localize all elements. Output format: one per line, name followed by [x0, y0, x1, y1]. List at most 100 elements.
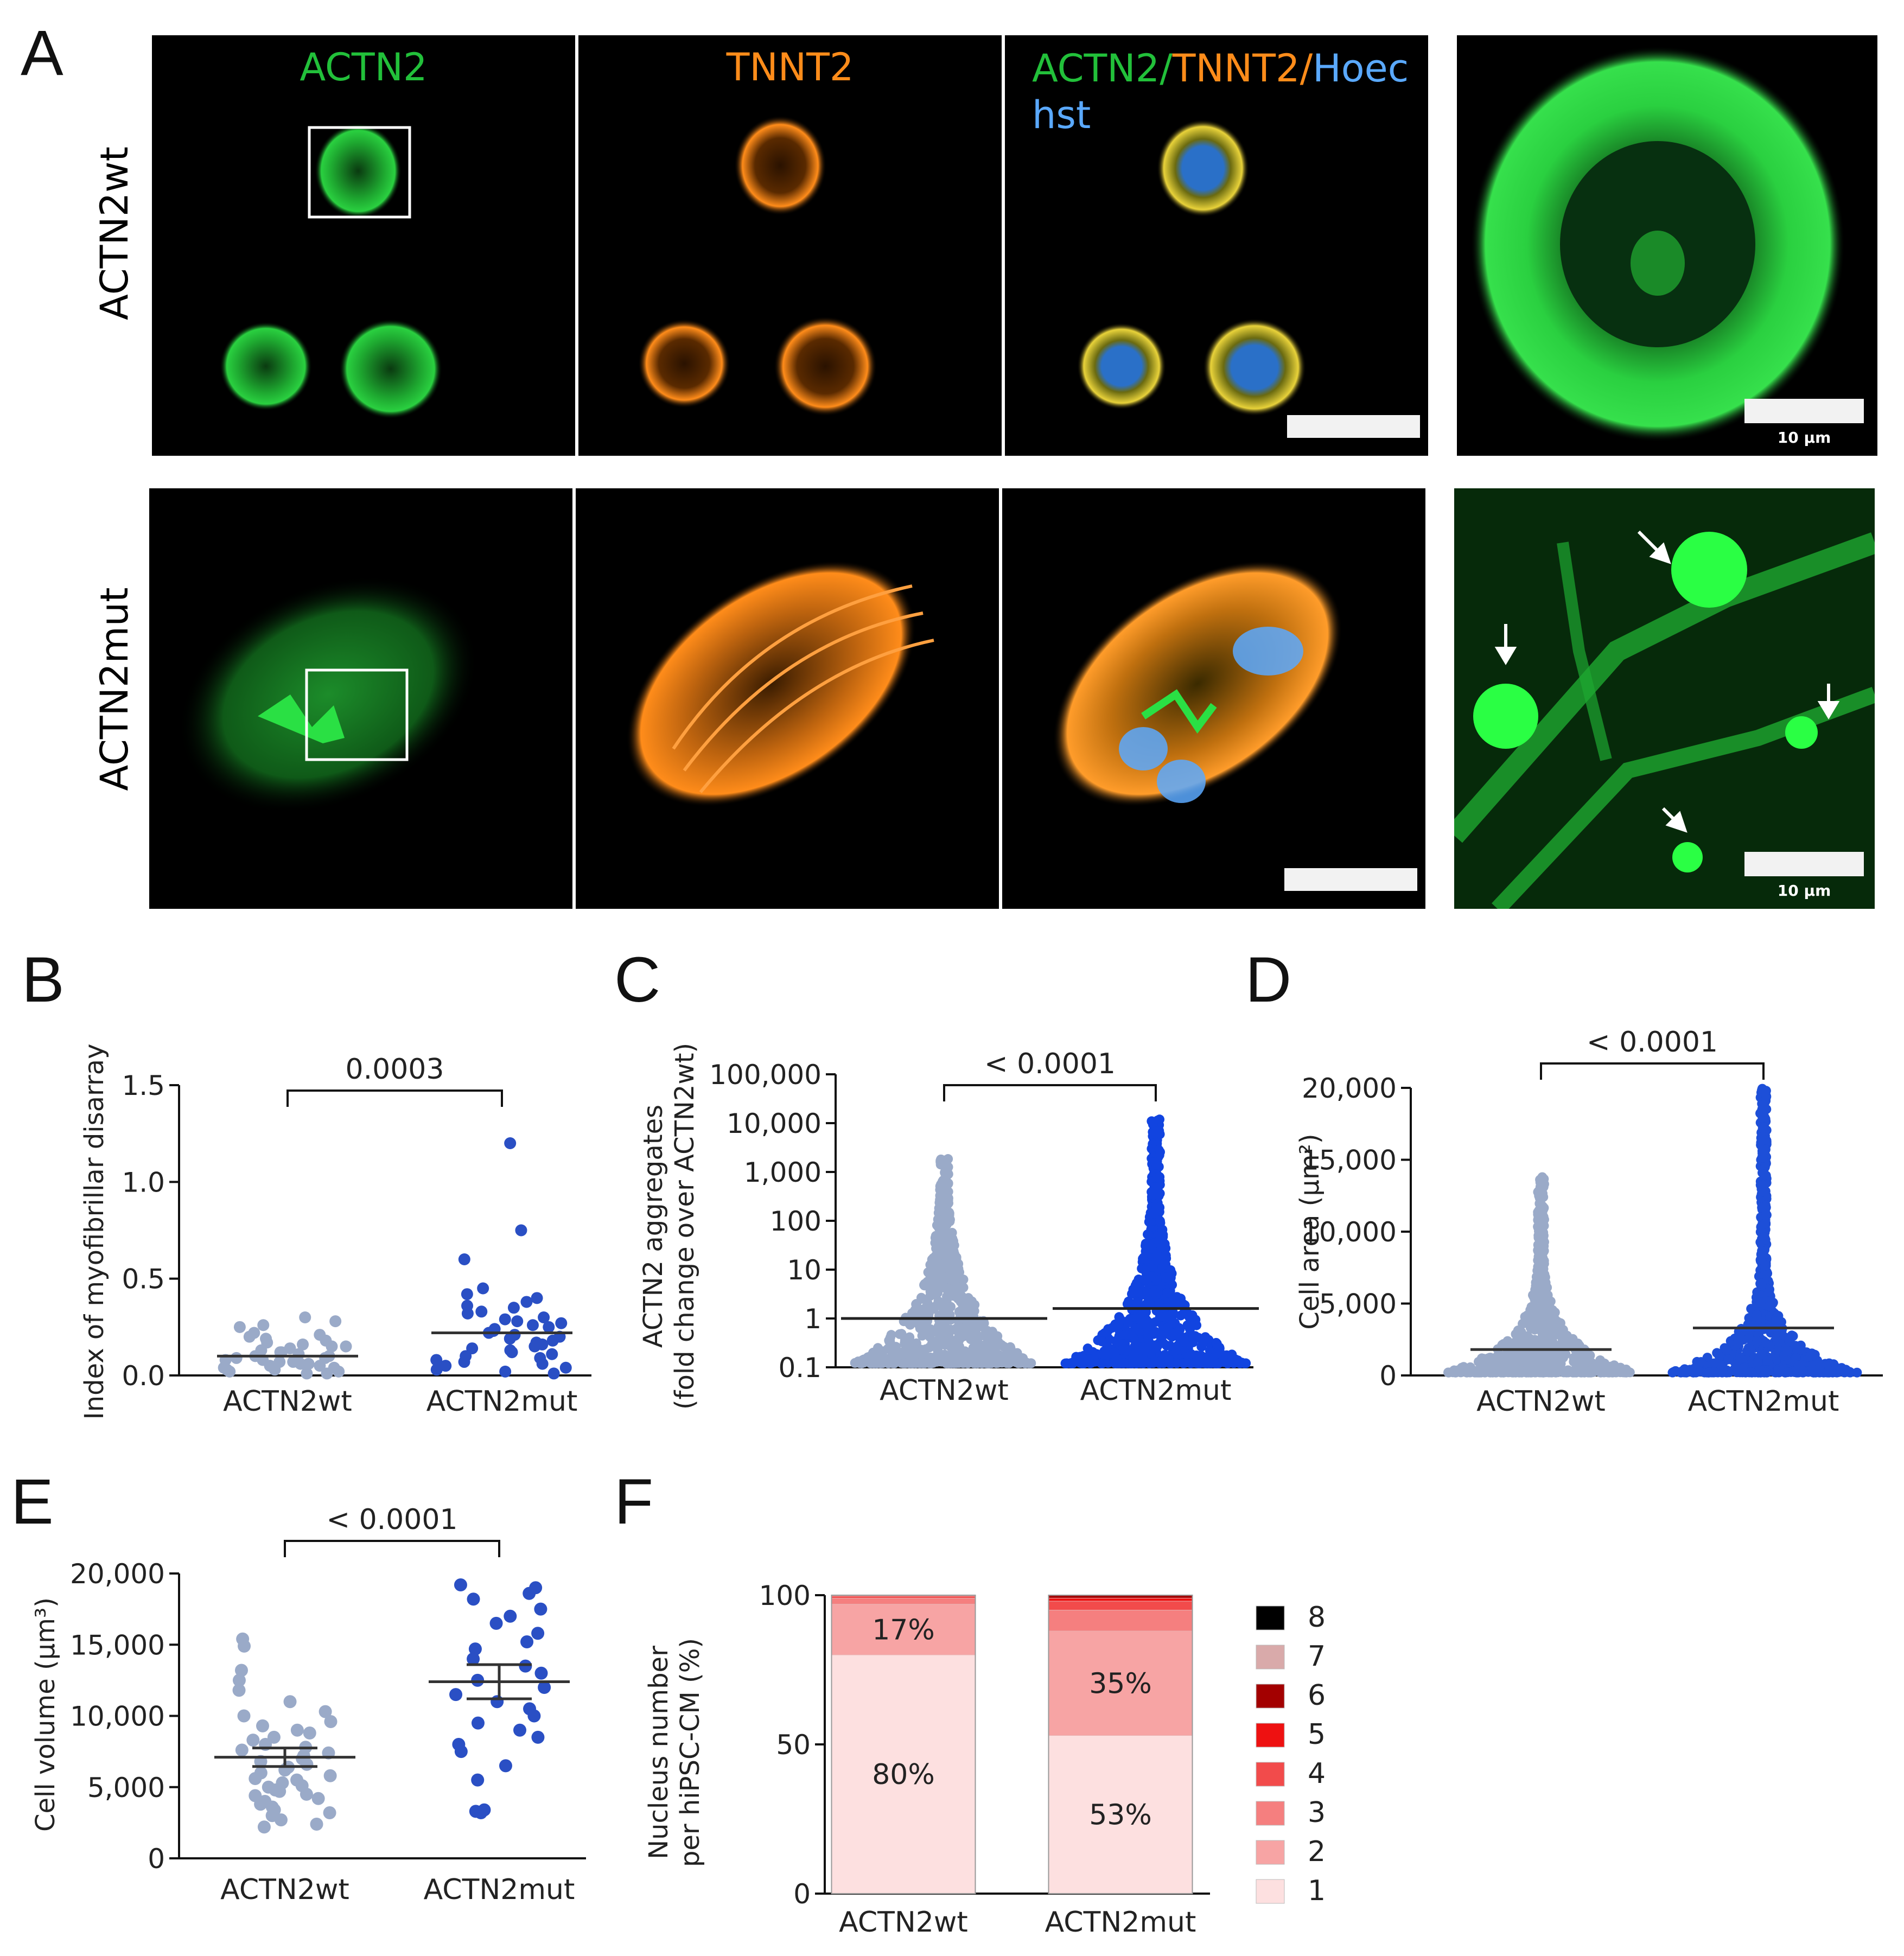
chart-b-point [515, 1224, 527, 1237]
panel-letter-f: F [614, 1466, 654, 1538]
chart-c-point [945, 1228, 955, 1239]
chart-e-bracket [284, 1540, 500, 1557]
chart-c-point [943, 1178, 953, 1188]
merge-slash-2: / [1300, 46, 1313, 91]
chart-d-point [1513, 1326, 1523, 1336]
chart-e-point [237, 1709, 251, 1723]
chart-f-legend-swatch [1256, 1762, 1285, 1787]
chart-d-point [1531, 1296, 1541, 1307]
chart-c-point [1132, 1298, 1142, 1308]
chart-d-point [1756, 1349, 1767, 1359]
chart-c-point [1138, 1342, 1148, 1352]
chart-b-y-label: Index of myofibrillar disarray [79, 1044, 110, 1420]
chart-c-x-tick-label: ACTN2mut [1080, 1374, 1232, 1407]
chart-f-svg: 0 50 100 Nucleus number per hiPSC-CM (%) ACTN… [644, 1580, 1326, 1939]
chart-d-point [1761, 1260, 1771, 1271]
chart-d-point [1551, 1351, 1562, 1361]
chart-d-point [1540, 1278, 1551, 1288]
chart-b-point [543, 1321, 555, 1333]
chart-d-point [1525, 1305, 1536, 1315]
chart-c-y-tick-label: 1,000 [744, 1157, 822, 1188]
micrograph-mut-tnnt2 [576, 488, 999, 909]
chart-e-point [534, 1666, 548, 1680]
chart-c-point [1105, 1348, 1115, 1359]
chart-d-point [1709, 1358, 1719, 1368]
chart-e-point [283, 1695, 297, 1709]
chart-f-bar-segment [1048, 1610, 1193, 1632]
chart-e-point [449, 1688, 463, 1702]
chart-c-point [1217, 1356, 1227, 1367]
channel-label-actn2: ACTN2 [300, 45, 428, 90]
chart-d-point [1538, 1192, 1549, 1202]
chart-d-point [1757, 1202, 1767, 1213]
chart-b-x-tick-label: ACTN2wt [223, 1385, 352, 1418]
chart-b-point [536, 1358, 549, 1370]
chart-c-point [1152, 1126, 1163, 1136]
chart-c-point [1118, 1358, 1129, 1368]
scale-bar [1287, 415, 1420, 438]
chart-d-point [1753, 1357, 1763, 1367]
chart-c-point [1158, 1338, 1169, 1348]
chart-b-point [329, 1315, 342, 1328]
chart-e-point [232, 1684, 246, 1697]
chart-d-point [1752, 1336, 1762, 1346]
chart-c-point [1151, 1201, 1162, 1212]
chart-f-bar-label: 17% [872, 1614, 935, 1646]
chart-d-point [1547, 1309, 1557, 1319]
chart-c-point [1026, 1358, 1036, 1368]
chart-c-point [1144, 1239, 1154, 1250]
chart-c-point [951, 1358, 961, 1368]
chart-c-point [925, 1331, 935, 1342]
chart-d-point [1559, 1367, 1570, 1377]
micrograph-wt-tnnt2: TNNT2 [578, 35, 1002, 456]
chart-c-point [957, 1291, 967, 1302]
chart-f-bar-outline [1048, 1595, 1193, 1894]
chart-f-bar-label: 80% [872, 1759, 935, 1791]
chart-c-point [972, 1345, 982, 1355]
chart-f-bar-segment [1048, 1598, 1193, 1602]
chart-f-bar-label: 53% [1089, 1799, 1152, 1831]
chart-e-point [468, 1642, 482, 1656]
chart-e-point [519, 1659, 532, 1673]
chart-c-point [942, 1242, 952, 1252]
chart-d-point [1600, 1367, 1610, 1377]
chart-c-point [1158, 1229, 1168, 1240]
chart-e-point [491, 1695, 504, 1709]
chart-c-point [1084, 1355, 1094, 1365]
chart-c-point [1123, 1330, 1134, 1340]
chart-c-point [972, 1330, 982, 1340]
chart-f-bar-segment [831, 1598, 976, 1604]
chart-c-point [1192, 1320, 1202, 1330]
chart-c-point [941, 1158, 951, 1169]
chart-c-point [958, 1282, 969, 1292]
chart-e-point [523, 1587, 536, 1600]
chart-b-point [528, 1340, 541, 1353]
chart-d-point [1773, 1366, 1784, 1377]
chart-f-bar-segment [831, 1654, 976, 1894]
chart-c-point [1163, 1322, 1173, 1333]
chart-f-legend-label: 1 [1308, 1875, 1326, 1907]
chart-d-point [1742, 1346, 1752, 1356]
chart-d-point [1530, 1365, 1540, 1375]
chart-d-point [1688, 1367, 1698, 1378]
chart-c-point [853, 1356, 863, 1367]
merge-label-actn2: ACTN2 [1032, 46, 1160, 91]
chart-d: 0 5,000 10,000 15,000 20,000 Cell area (µm²) A… [1259, 977, 1904, 1465]
chart-f-y-label: Nucleus number [644, 1646, 674, 1859]
panel-letter-d: D [1245, 944, 1292, 1016]
chart-b-y-tick-label: 1.5 [122, 1070, 165, 1101]
chart-d-point [1485, 1353, 1495, 1363]
chart-c-point [1128, 1356, 1138, 1367]
chart-e-point [467, 1592, 480, 1606]
chart-b-point [299, 1311, 311, 1323]
chart-e-point [531, 1627, 545, 1640]
chart-c-point [1143, 1229, 1153, 1239]
chart-c-point [1146, 1271, 1156, 1282]
chart-b-svg: 0.0 0.5 1.0 1.5 Index of myofibrillar disarr… [79, 1044, 591, 1420]
chart-e-point [303, 1726, 316, 1740]
chart-e-point [471, 1716, 485, 1730]
chart-d-x-tick-label: ACTN2mut [1688, 1385, 1839, 1418]
chart-b-point [302, 1358, 315, 1370]
chart-c-point [1196, 1341, 1207, 1352]
chart-e-point [300, 1757, 314, 1771]
